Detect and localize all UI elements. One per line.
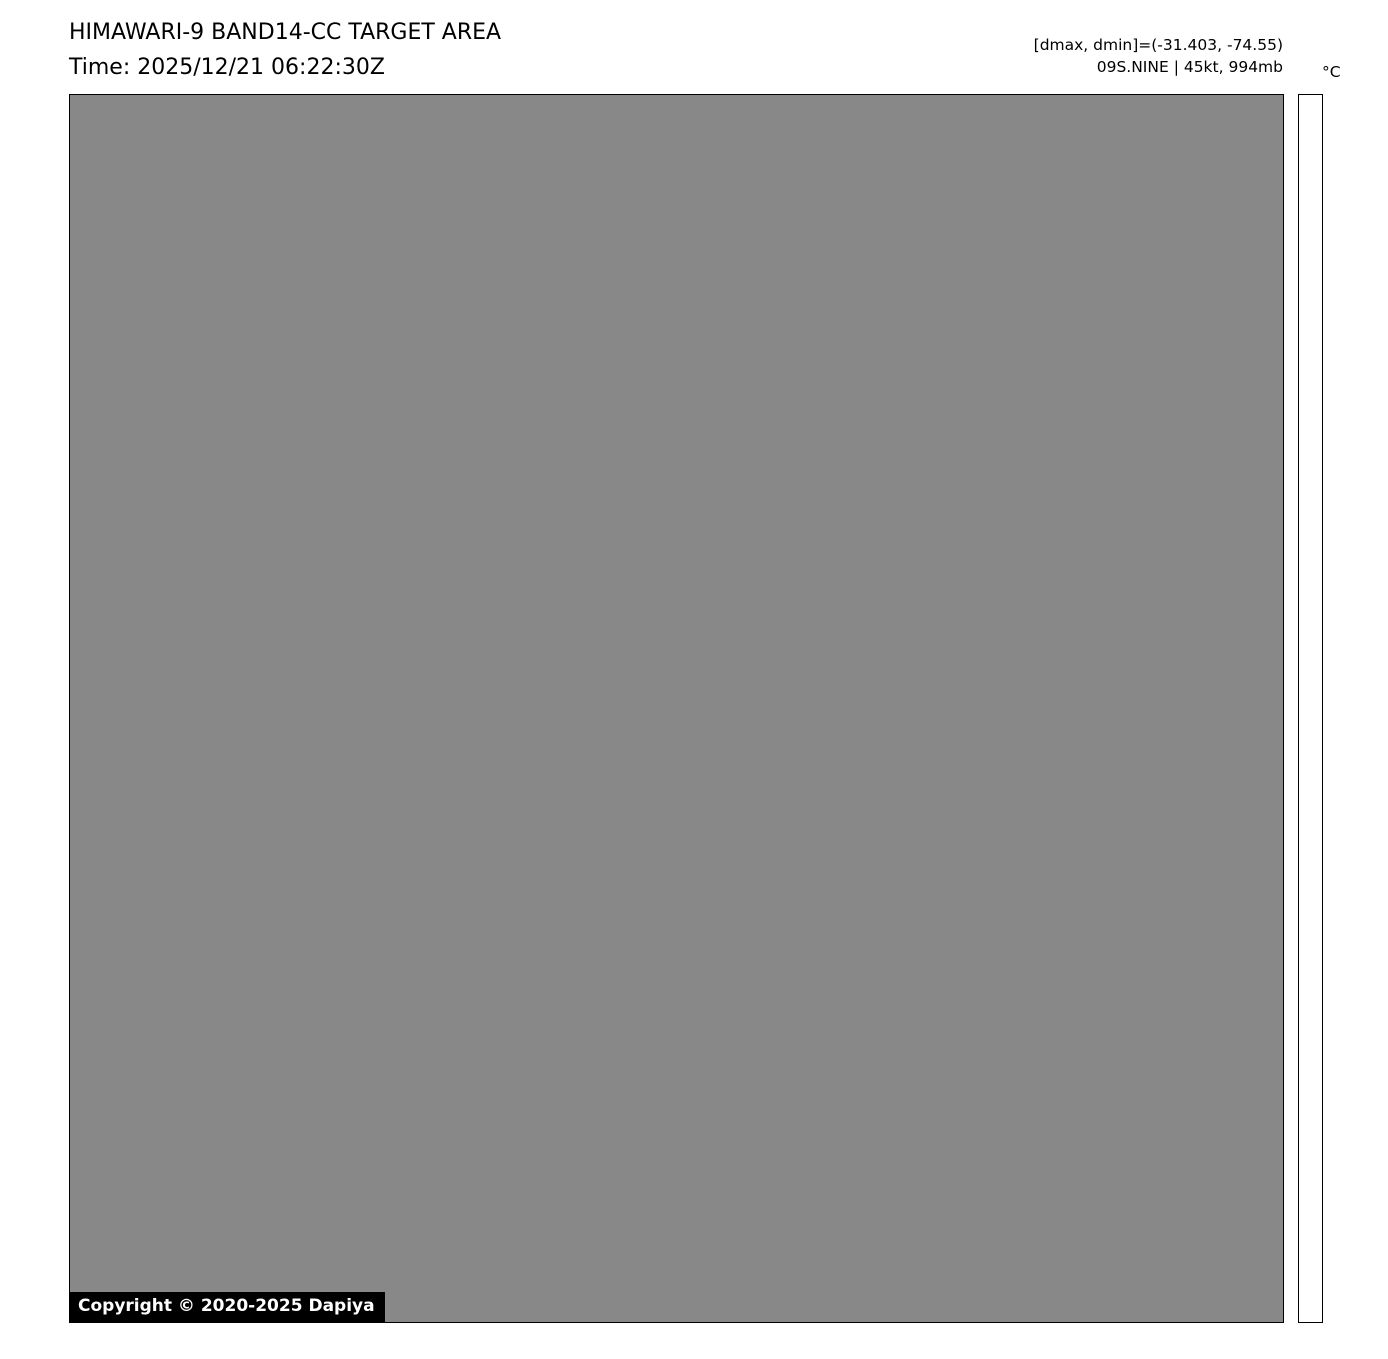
satellite-image-canvas [70, 95, 1283, 1322]
storm-info: 09S.NINE | 45kt, 994mb [1096, 58, 1283, 76]
satellite-map: Copyright © 2020-2025 Dapiya [69, 94, 1284, 1323]
copyright-badge: Copyright © 2020-2025 Dapiya [70, 1292, 385, 1322]
colorbar-unit-label: °C [1322, 63, 1341, 81]
colorbar-canvas [1299, 95, 1322, 1322]
colorbar [1298, 94, 1323, 1323]
figure-timestamp: Time: 2025/12/21 06:22:30Z [69, 55, 385, 80]
dmax-dmin-readout: [dmax, dmin]=(-31.403, -74.55) [1033, 36, 1283, 54]
figure-title: HIMAWARI-9 BAND14-CC TARGET AREA [69, 20, 502, 45]
